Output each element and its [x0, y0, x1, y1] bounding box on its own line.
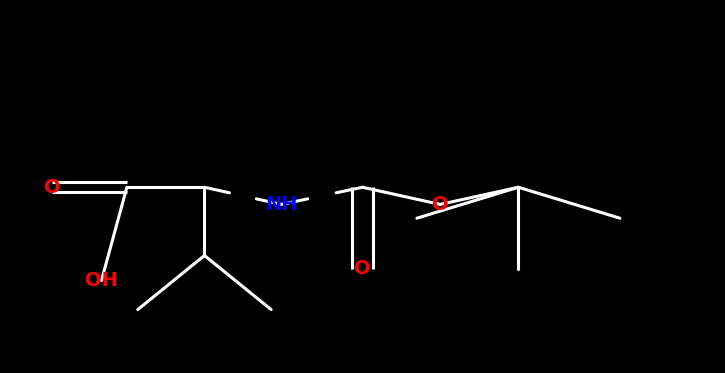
Text: OH: OH: [85, 271, 118, 290]
Text: O: O: [44, 178, 60, 197]
Text: O: O: [432, 195, 448, 214]
Text: NH: NH: [265, 195, 297, 214]
Text: O: O: [355, 259, 370, 278]
